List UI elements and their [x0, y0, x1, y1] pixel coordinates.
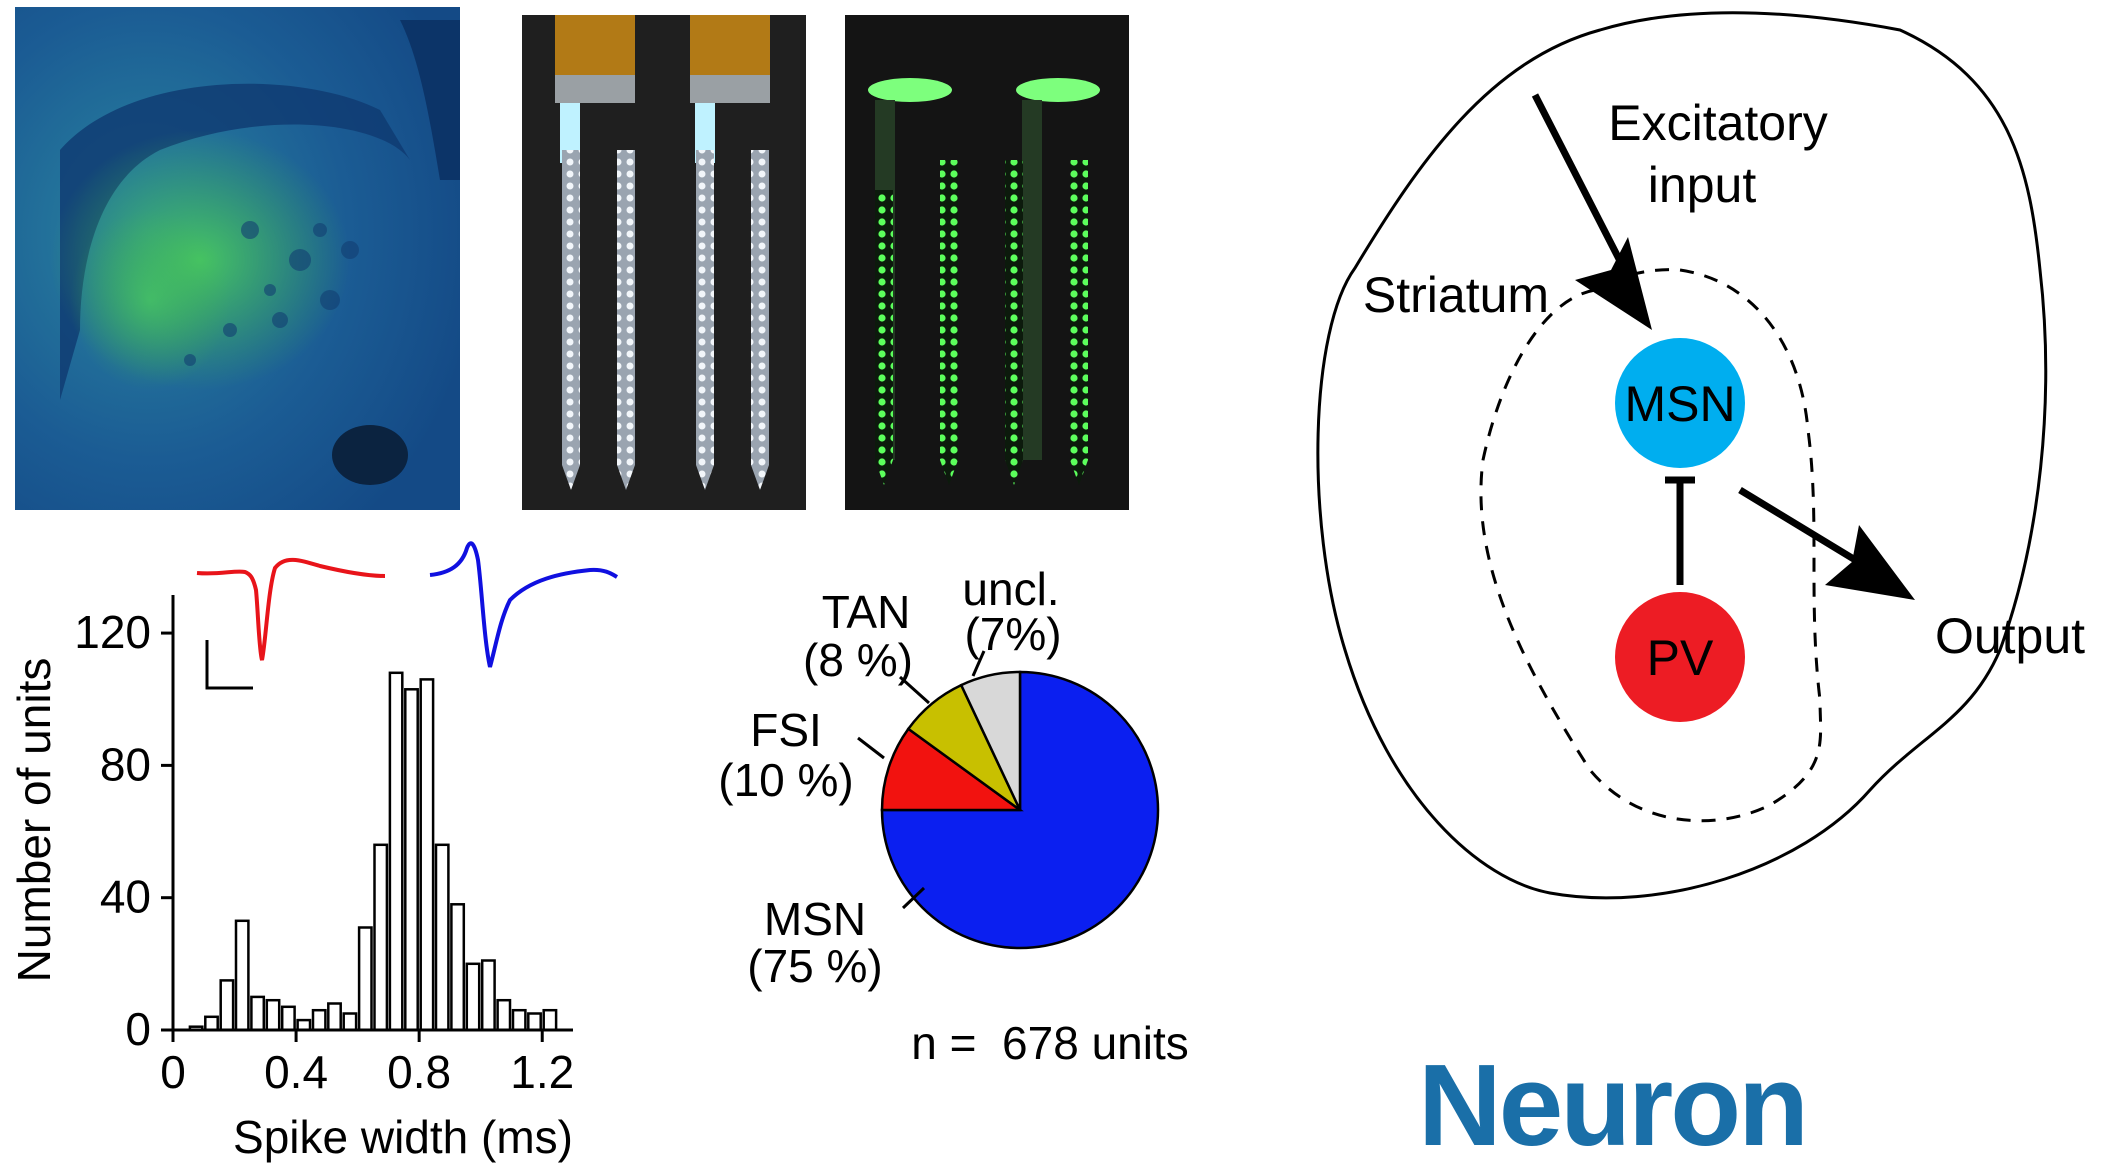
x-tick-label: 1.2 [510, 1046, 574, 1098]
msn-node [1615, 338, 1745, 468]
histogram-bars [188, 671, 558, 1032]
pie-slice-uncl [959, 670, 1022, 811]
pv-node [1615, 592, 1745, 722]
unit-count-label: n = 678 units [911, 1017, 1188, 1069]
histogram-bar [280, 1005, 296, 1032]
narrow-spike-waveform [196, 557, 386, 661]
pie-label-msn: MSN (75 %) [747, 893, 882, 992]
x-tick-label: 0.4 [264, 1046, 328, 1098]
svg-text:(10 %): (10 %) [718, 754, 853, 806]
histogram-bar [265, 998, 281, 1032]
pie-slice-fsi [880, 727, 1024, 812]
svg-text:input: input [1648, 157, 1757, 213]
svg-text:Excitatory: Excitatory [1608, 95, 1828, 151]
y-tick-label: 120 [74, 606, 151, 658]
histogram-bar [388, 671, 404, 1032]
x-ticks: 0 0.4 0.8 1.2 [160, 1030, 574, 1098]
green-shank-3 [1005, 160, 1023, 485]
journal-logo: Neuron [1418, 1040, 1806, 1170]
histogram-bar [480, 959, 496, 1032]
histogram-bar [327, 1002, 342, 1032]
spike-width-histogram: 0 40 80 120 0 0.4 0.8 1.2 Spike width (ms) Num… [8, 541, 619, 1163]
excitatory-input-arrowhead [1575, 237, 1652, 330]
histogram-bar [434, 843, 450, 1032]
histogram-bar [527, 1012, 542, 1032]
white-shank-3 [696, 150, 714, 490]
striatum-circuit-diagram: Striatum Excitatory input MSN PV Output [1316, 11, 2085, 900]
output-arrowhead [1825, 525, 1915, 600]
msn-node-label: MSN [1624, 376, 1735, 432]
leader-line-fsi [857, 736, 885, 760]
x-tick-label: 0.8 [387, 1046, 451, 1098]
svg-text:FSI: FSI [750, 704, 822, 756]
histogram-bar [342, 1012, 358, 1032]
leader-line-tan [898, 675, 931, 705]
pie-label-fsi: FSI (10 %) [718, 704, 853, 806]
output-label: Output [1935, 608, 2085, 664]
wide-spike-waveform [429, 541, 619, 668]
probes-green-light-photo [845, 15, 1129, 510]
histogram-bar [250, 995, 266, 1032]
histogram-bar [357, 926, 373, 1032]
probes-white-light-photo [522, 15, 806, 510]
x-axis-title: Spike width (ms) [233, 1111, 573, 1163]
excitatory-input-label: Excitatory input [1608, 95, 1828, 213]
histogram-bar [204, 1015, 219, 1032]
white-shank-2 [617, 150, 635, 490]
pie-label-uncl: uncl. (7%) [962, 563, 1061, 660]
svg-text:TAN: TAN [822, 586, 911, 638]
white-shank-1 [562, 150, 580, 490]
histogram-bar [450, 903, 466, 1032]
y-axis-title: Number of units [8, 658, 60, 983]
histogram-bar [373, 843, 389, 1032]
y-tick-label: 0 [125, 1003, 151, 1055]
pie-slices [880, 670, 1160, 950]
x-tick-label: 0 [160, 1046, 186, 1098]
svg-text:(8 %): (8 %) [803, 634, 913, 686]
pv-node-label: PV [1647, 630, 1714, 686]
leader-line-msn [901, 886, 926, 910]
histogram-bar [219, 979, 235, 1032]
histogram-bar [496, 998, 512, 1032]
y-tick-label: 80 [100, 738, 151, 790]
green-shank-2 [940, 160, 958, 485]
cell-type-pie-chart: TAN (8 %) uncl. (7%) FSI (10 %) MSN (75 … [718, 563, 1188, 1069]
striatum-boundary [1479, 268, 1823, 823]
y-tick-label: 40 [100, 871, 151, 923]
histogram-bar [511, 1008, 527, 1032]
svg-text:(7%): (7%) [964, 608, 1061, 660]
leader-line-uncl [971, 650, 986, 677]
green-shank-1 [875, 190, 893, 485]
white-shank-4 [751, 150, 769, 490]
svg-text:uncl.: uncl. [962, 563, 1059, 615]
green-shank-4 [1070, 160, 1088, 485]
striatum-label: Striatum [1363, 267, 1549, 323]
histogram-bar [404, 688, 419, 1032]
y-ticks: 0 40 80 120 [74, 606, 173, 1055]
histogram-bar [311, 1008, 327, 1032]
pie-label-tan: TAN (8 %) [803, 586, 913, 686]
scale-bar [205, 640, 253, 690]
histogram-bar [234, 919, 250, 1032]
brain-outline [1316, 11, 2048, 900]
histogram-bar [419, 678, 435, 1032]
svg-text:(75 %): (75 %) [747, 940, 882, 992]
histogram-bar [465, 962, 481, 1032]
histogram-bar [542, 1008, 558, 1032]
brain-section-photo [15, 7, 460, 510]
svg-text:MSN: MSN [764, 893, 866, 945]
